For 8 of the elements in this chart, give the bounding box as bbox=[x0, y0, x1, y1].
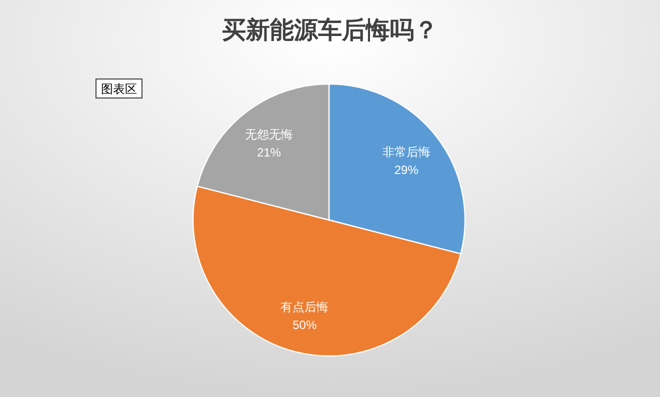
slice-label: 无怨无悔 bbox=[244, 128, 293, 142]
data-label: 50% bbox=[292, 318, 317, 332]
data-label: 29% bbox=[394, 162, 419, 177]
annotation: 图表区 bbox=[96, 78, 142, 98]
data-label: 21% bbox=[256, 146, 282, 160]
slice-label: 有点后悔 bbox=[280, 300, 329, 314]
slice-label: 非常后悔 bbox=[382, 144, 430, 159]
chart-title: 买新能源车后悔吗？ bbox=[222, 17, 438, 44]
